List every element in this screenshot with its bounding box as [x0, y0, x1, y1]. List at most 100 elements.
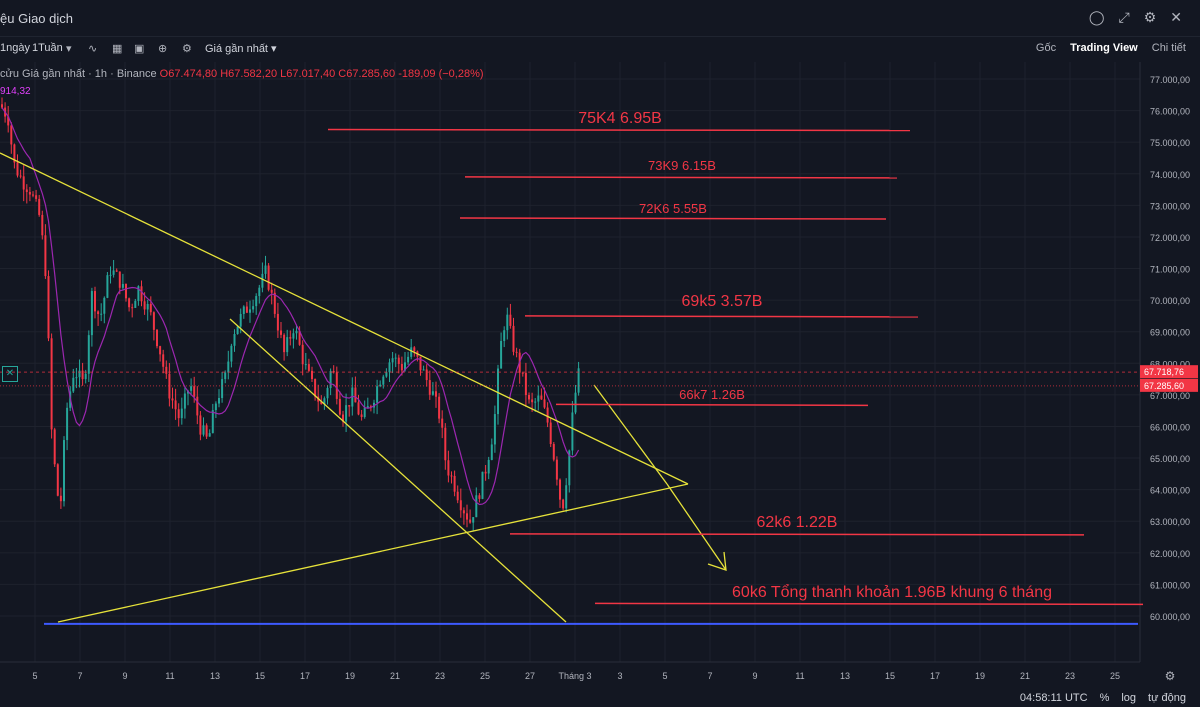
y-tick-label: 60.000,00	[1150, 612, 1190, 622]
interval-1week[interactable]: 1Tuần	[32, 42, 63, 54]
axis-settings-icon: ⚙	[1165, 669, 1176, 683]
x-tick-label: 15	[885, 671, 895, 681]
candle-body	[338, 398, 341, 415]
candle-body	[400, 363, 403, 371]
candle-body	[472, 517, 475, 523]
expand-icon[interactable]: ⤢	[1118, 9, 1130, 25]
bottom-bar: 04:58:11 UTC % log tự động	[0, 690, 1200, 707]
price-tag-label: 67.285,60	[1144, 381, 1184, 391]
candle-body	[531, 399, 534, 403]
liquidity-level-label: 75K4 6.95B	[578, 110, 662, 127]
price-type-select[interactable]: Giá gần nhất ▾	[205, 43, 277, 55]
price-tag-label: 67.718,76	[1144, 367, 1184, 377]
percent-toggle[interactable]: %	[1099, 692, 1110, 704]
candle-body	[534, 401, 537, 403]
candle-body	[562, 499, 565, 509]
candle-body	[115, 270, 118, 272]
candle-body	[425, 369, 428, 381]
candle-body	[258, 287, 261, 297]
candle-body	[490, 444, 493, 460]
settings-icon[interactable]: ⚙	[1143, 9, 1157, 25]
price-tag	[1140, 378, 1198, 392]
view-details[interactable]: Chi tiết	[1151, 42, 1186, 54]
candle-body	[276, 313, 279, 331]
candle-body	[13, 144, 16, 163]
gear-icon[interactable]: ⚙	[182, 43, 192, 55]
candle-body	[311, 370, 313, 380]
candle-body	[577, 368, 580, 393]
candle-body	[1, 104, 3, 108]
add-icon[interactable]: ⊕	[158, 43, 168, 55]
candle-body	[75, 377, 78, 379]
candle-body	[500, 340, 503, 369]
bell-icon[interactable]: ◯	[1088, 9, 1105, 25]
candle-body	[66, 407, 69, 441]
liquidity-level-label: 72K6 5.55B	[639, 201, 707, 216]
x-tick-label: 7	[77, 671, 82, 681]
candle-body	[236, 326, 239, 335]
candle-body	[419, 356, 422, 371]
candle-body	[41, 214, 44, 236]
chevron-down-icon[interactable]: ▾	[66, 43, 72, 55]
log-toggle[interactable]: log	[1121, 692, 1137, 704]
camera-icon[interactable]: ▣	[134, 43, 145, 55]
candle-body	[239, 313, 242, 327]
x-tick-label: 13	[210, 671, 220, 681]
candle-body	[149, 303, 152, 313]
candle-body	[447, 460, 450, 476]
x-tick-label: 3	[617, 671, 622, 681]
candle-body	[50, 338, 53, 430]
candle-body	[78, 370, 81, 378]
indicator-icon[interactable]: ∿	[88, 43, 98, 55]
candle-body	[152, 312, 155, 330]
legend-change: -189,09 (−0,28%)	[398, 68, 484, 80]
interval-1day[interactable]: 1ngày	[0, 42, 30, 54]
candle-body	[385, 372, 388, 377]
auto-toggle[interactable]: tự động	[1148, 692, 1186, 704]
candle-body	[456, 491, 459, 501]
utc-time: 04:58:11 UTC	[1019, 692, 1088, 704]
trendline-lower	[57, 483, 689, 623]
candle-body	[193, 386, 196, 397]
crosshair-toggle-icon[interactable]: ✕	[2, 366, 18, 382]
candle-body	[249, 309, 251, 313]
view-tradingview[interactable]: Trading View	[1070, 42, 1138, 54]
candle-body	[559, 479, 561, 500]
candle-body	[59, 495, 62, 502]
x-tick-label: 17	[300, 671, 310, 681]
candle-body	[478, 495, 481, 499]
candle-body	[568, 450, 571, 486]
candle-body	[574, 392, 577, 413]
candle-body	[441, 418, 444, 428]
price-tag	[1140, 365, 1198, 379]
x-tick-label: 21	[390, 671, 400, 681]
x-tick-label: 19	[975, 671, 985, 681]
candle-body	[109, 274, 112, 276]
candle-body	[314, 379, 317, 397]
compare-icon[interactable]: ▦	[112, 43, 123, 55]
x-tick-label: 15	[255, 671, 265, 681]
candle-body	[376, 386, 379, 403]
liquidity-level-line	[524, 315, 919, 318]
candle-body	[521, 372, 524, 374]
candle-body	[44, 235, 47, 277]
candle-body	[190, 386, 193, 391]
close-icon[interactable]: ✕	[1170, 9, 1182, 25]
x-tick-label: 19	[345, 671, 355, 681]
candle-body	[540, 395, 543, 400]
x-tick-label: 11	[795, 671, 804, 681]
candle-body	[431, 391, 434, 395]
liquidity-level-label: 73K9 6.15B	[648, 158, 716, 173]
liquidity-level-line	[327, 128, 911, 132]
candle-body	[63, 440, 65, 502]
channel-line	[229, 318, 567, 623]
view-original[interactable]: Gốc	[1035, 42, 1057, 54]
candle-body	[515, 351, 518, 353]
y-tick-label: 72.000,00	[1150, 233, 1190, 243]
y-tick-label: 63.000,00	[1150, 517, 1190, 527]
candle-body	[345, 405, 348, 422]
candle-body	[509, 314, 512, 326]
candle-body	[270, 289, 273, 293]
candle-body	[438, 396, 441, 419]
